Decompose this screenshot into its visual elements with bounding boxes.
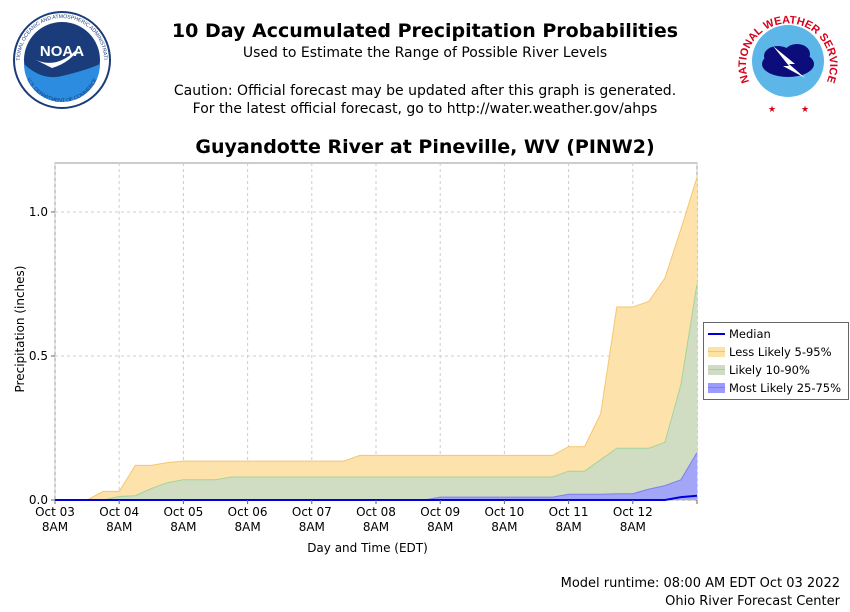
x-tick-label: 8AM <box>620 520 646 534</box>
chart-legend: Median Less Likely 5-95% Likely 10-90% M… <box>703 322 849 400</box>
x-tick-label: Oct 11 <box>549 505 589 519</box>
legend-swatch-most-likely <box>708 383 725 393</box>
legend-item-most-likely: Most Likely 25-75% <box>708 380 841 396</box>
x-tick-label: Oct 08 <box>356 505 396 519</box>
legend-label: Median <box>729 327 771 341</box>
x-tick-label: 8AM <box>42 520 68 534</box>
y-tick-label: 0.5 <box>29 349 48 363</box>
star-icon: ★ <box>768 105 776 115</box>
area-less-likely-edge <box>55 177 698 501</box>
area-most-likely <box>55 452 697 500</box>
nws-logo: NATIONAL WEATHER SERVICE ★ ★ <box>737 14 839 115</box>
legend-swatch-less-likely <box>708 347 725 357</box>
x-tick-label: 8AM <box>170 520 196 534</box>
noaa-logo: NOAA NATIONAL OCEANIC AND ATMOSPHERIC AD… <box>12 6 111 109</box>
x-tick-label: Oct 04 <box>99 505 139 519</box>
star-icon: ★ <box>801 105 809 115</box>
x-tick-label: Oct 12 <box>613 505 653 519</box>
legend-item-less-likely: Less Likely 5-95% <box>708 344 832 360</box>
legend-item-median: Median <box>708 326 771 342</box>
area-likely-edge <box>55 283 698 501</box>
x-tick-label: Oct 09 <box>420 505 460 519</box>
x-tick-label: 8AM <box>427 520 453 534</box>
x-tick-label: 8AM <box>106 520 132 534</box>
y-axis-label: Precipitation (inches) <box>13 265 27 393</box>
legend-label: Likely 10-90% <box>729 363 810 377</box>
caution-line: Caution: Official forecast may be update… <box>173 83 677 99</box>
y-tick-label: 0.0 <box>29 493 48 507</box>
x-tick-label: Oct 07 <box>292 505 332 519</box>
page-title: 10 Day Accumulated Precipitation Probabi… <box>171 20 679 42</box>
caution-line-link[interactable]: For the latest official forecast, go to … <box>192 101 658 117</box>
x-tick-label: Oct 03 <box>35 505 75 519</box>
model-runtime: Model runtime: 08:00 AM EDT Oct 03 2022 <box>560 576 840 591</box>
x-tick-label: Oct 10 <box>484 505 524 519</box>
legend-swatch-median <box>708 329 725 339</box>
caution-text: Caution: Official forecast may be update… <box>0 82 850 118</box>
y-tick-label: 1.0 <box>29 205 48 219</box>
legend-label: Less Likely 5-95% <box>729 345 832 359</box>
forecast-center: Ohio River Forecast Center <box>665 594 840 609</box>
x-tick-label: Oct 06 <box>228 505 268 519</box>
x-tick-label: 8AM <box>491 520 517 534</box>
x-tick-label: 8AM <box>555 520 581 534</box>
page-subtitle: Used to Estimate the Range of Possible R… <box>242 45 608 61</box>
x-tick-label: 8AM <box>234 520 260 534</box>
legend-item-likely: Likely 10-90% <box>708 362 810 378</box>
noaa-logo-text: NOAA <box>40 43 84 60</box>
chart-title: Guyandotte River at Pineville, WV (PINW2… <box>195 136 655 158</box>
legend-label: Most Likely 25-75% <box>729 381 842 395</box>
area-likely <box>55 284 697 500</box>
x-tick-label: 8AM <box>299 520 325 534</box>
x-axis-label: Day and Time (EDT) <box>307 541 428 555</box>
x-tick-label: 8AM <box>363 520 389 534</box>
legend-swatch-likely <box>708 365 725 375</box>
x-tick-label: Oct 05 <box>163 505 203 519</box>
